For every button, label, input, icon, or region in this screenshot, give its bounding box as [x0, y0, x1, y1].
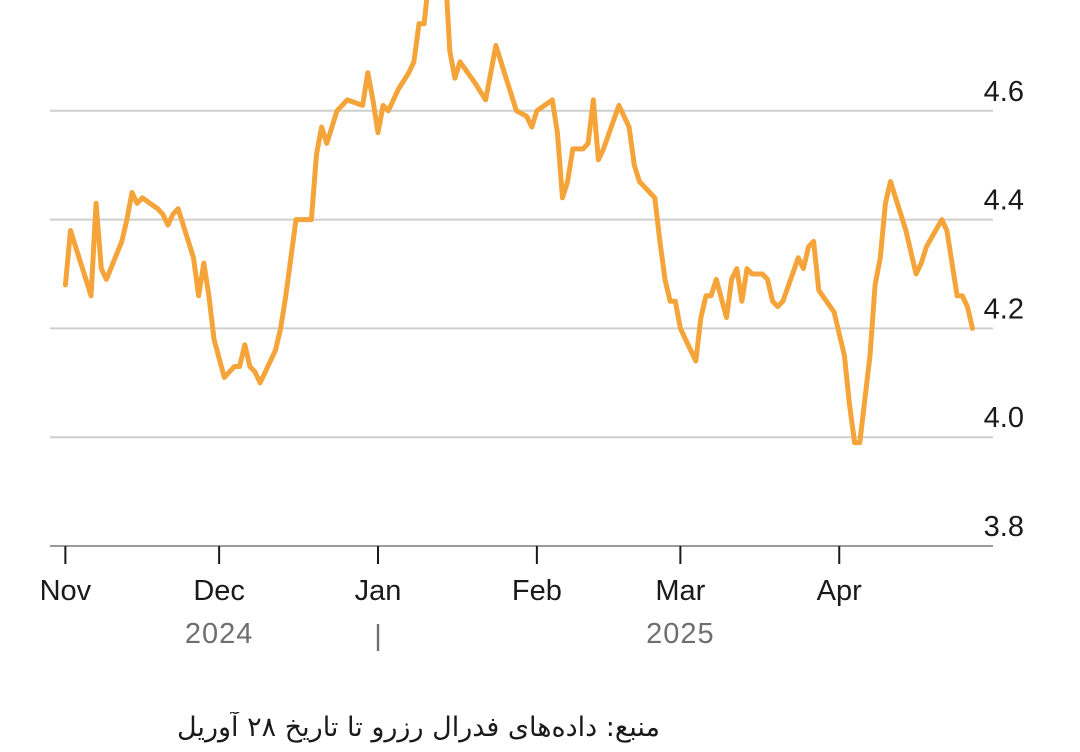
- y-tick-label: 4.0: [984, 402, 1024, 434]
- x-tick-label: Feb: [512, 575, 562, 607]
- x-tick-label: Dec: [193, 575, 245, 607]
- x-tick-label: Nov: [40, 575, 92, 607]
- x-tick-label: Mar: [655, 575, 705, 607]
- year-label: 2024: [185, 618, 254, 650]
- series-line: [62, 0, 975, 446]
- y-tick-label: 4.6: [984, 76, 1024, 108]
- source-note: منبع: داده‌های فدرال رزرو تا تاریخ ۲۸ آو…: [176, 712, 660, 743]
- x-tick-label: Jan: [355, 575, 402, 607]
- y-axis-tick-labels: 3.84.04.24.44.64.8%: [984, 76, 1024, 543]
- y-tick-label: 4.2: [984, 293, 1024, 325]
- series-layer: [62, 0, 975, 446]
- grid-lines: [50, 109, 993, 547]
- year-label: 2025: [646, 618, 715, 650]
- y-tick-label: 4.4: [984, 185, 1024, 217]
- year-separator: |: [374, 620, 382, 652]
- x-axis: Nov Dec Jan Feb Mar Apr 2024 | 2025: [40, 546, 862, 652]
- y-tick-label: 3.8: [984, 511, 1024, 543]
- x-tick-label: Apr: [817, 575, 862, 607]
